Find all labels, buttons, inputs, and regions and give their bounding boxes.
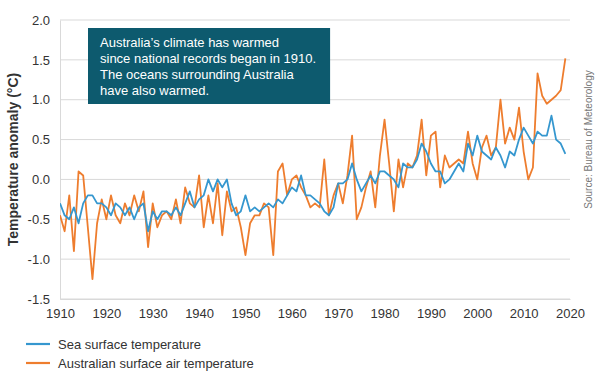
y-tick: -0.5 <box>28 212 60 227</box>
annotation-text: since national records began in 1910. <box>100 51 316 66</box>
legend-swatch <box>26 343 50 345</box>
grid-line <box>60 219 570 220</box>
y-axis-line <box>60 21 61 300</box>
legend-swatch <box>26 362 50 364</box>
legend: Sea surface temperature Australian surfac… <box>26 337 254 371</box>
x-axis-line <box>61 299 571 300</box>
y-tick-label: 1.0 <box>32 92 50 107</box>
y-tick-label: 2.0 <box>32 13 50 28</box>
x-tick: 1960 <box>278 299 307 321</box>
grid <box>60 20 570 299</box>
y-tick: 2.0 <box>32 13 60 28</box>
x-tick-label: 1980 <box>371 306 400 321</box>
grid-line <box>60 179 570 180</box>
y-tick: -1.5 <box>28 292 60 307</box>
x-tick-label: 1950 <box>231 306 260 321</box>
y-axis-title: Temperature anomaly (°C) <box>5 73 21 246</box>
x-tick-label: 1990 <box>417 306 446 321</box>
x-tick-label: 1960 <box>278 306 307 321</box>
x-axis: 1910 1920 1930 1940 1950 1960 1970 1980 1990 2000… <box>46 299 585 321</box>
x-tick: 1940 <box>185 299 214 321</box>
x-tick: 1920 <box>92 299 121 321</box>
annotation-text: The oceans surrounding Australia <box>100 67 294 82</box>
y-tick: 1.5 <box>32 53 60 68</box>
x-tick-label: 1930 <box>139 306 168 321</box>
y-tick-label: 0.0 <box>32 172 50 187</box>
y-tick-label: 1.5 <box>32 53 50 68</box>
y-tick: 0.5 <box>32 132 60 147</box>
x-tick: 1970 <box>324 299 353 321</box>
x-tick: 1930 <box>139 299 168 321</box>
x-tick-label: 2010 <box>510 306 539 321</box>
source: Source: Bureau of Meteorology <box>583 70 594 208</box>
legend-label: Australian surface air temperature <box>58 356 254 371</box>
x-tick: 2000 <box>463 299 492 321</box>
chart: -1.5-1.0-0.50.00.51.01.52.01910192019301… <box>0 0 600 392</box>
series-line <box>60 116 565 232</box>
x-tick: 1980 <box>371 299 400 321</box>
x-tick: 2010 <box>510 299 539 321</box>
x-tick-label: 1920 <box>92 306 121 321</box>
plot: -1.5-1.0-0.50.00.51.01.52.01910192019301… <box>28 13 585 322</box>
annotation-box <box>88 28 330 104</box>
grid-line <box>60 299 570 300</box>
y-tick: -1.0 <box>28 252 60 267</box>
grid-line <box>60 20 570 21</box>
annotation-text: Australia’s climate has warmed <box>100 35 279 50</box>
annotation-text: have also warmed. <box>100 83 209 98</box>
grid-line <box>60 139 570 140</box>
x-tick-label: 2020 <box>556 306 585 321</box>
x-tick-label: 1940 <box>185 306 214 321</box>
x-tick-label: 2000 <box>463 306 492 321</box>
x-tick: 1990 <box>417 299 446 321</box>
grid-line <box>60 259 570 260</box>
x-tick: 2020 <box>556 299 585 321</box>
x-tick-label: 1910 <box>46 306 75 321</box>
x-tick-label: 1970 <box>324 306 353 321</box>
annotation: Australia’s climate has warmedsince nati… <box>88 28 330 104</box>
y-tick: 1.0 <box>32 92 60 107</box>
x-tick: 1950 <box>231 299 260 321</box>
legend-label: Sea surface temperature <box>58 337 201 352</box>
y-axis: -1.5 -1.0 -0.5 0.0 0.5 1.0 1.5 2.0 <box>28 13 61 307</box>
y-tick-label: 0.5 <box>32 132 50 147</box>
x-tick: 1910 <box>46 299 75 321</box>
y-tick-label: -1.0 <box>28 252 50 267</box>
y-tick-label: -1.5 <box>28 292 50 307</box>
y-tick: 0.0 <box>32 172 60 187</box>
y-tick-label: -0.5 <box>28 212 50 227</box>
